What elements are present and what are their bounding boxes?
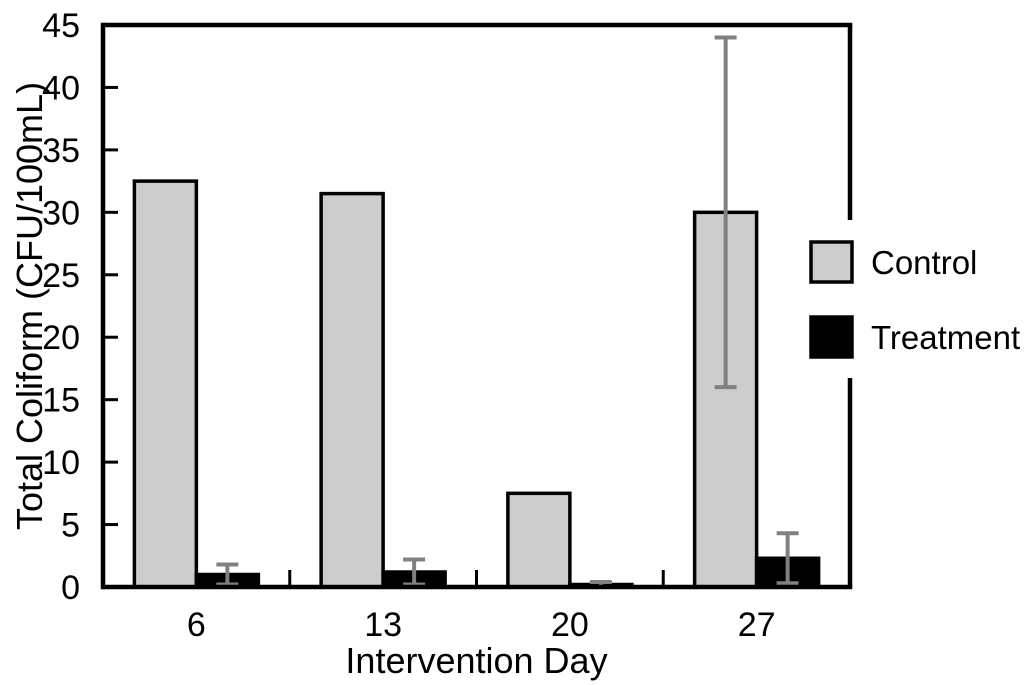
y-tick-label-35: 35	[42, 132, 80, 170]
y-tick-label-30: 30	[42, 194, 80, 232]
y-tick-label-15: 15	[42, 382, 80, 420]
y-tick-label-10: 10	[42, 444, 80, 482]
y-tick-label-25: 25	[42, 257, 80, 295]
legend-label-control: Control	[871, 244, 977, 281]
y-axis-title: Total Coliform (CFU/100mL)	[9, 82, 50, 530]
x-tick-label-6: 6	[187, 606, 206, 644]
x-tick-label-27: 27	[738, 606, 776, 644]
bar-control-day-13	[319, 191, 385, 589]
y-tick-label-20: 20	[42, 319, 80, 357]
x-tick-label-13: 13	[364, 606, 402, 644]
legend-label-treatment: Treatment	[871, 319, 1020, 356]
legend-swatch-control	[809, 240, 854, 284]
legend-swatch-treatment	[809, 315, 854, 359]
x-axis-title: Intervention Day	[345, 640, 607, 681]
x-tick-label-20: 20	[551, 606, 589, 644]
bar-control-day-6	[132, 179, 199, 589]
y-tick-label-0: 0	[61, 569, 80, 607]
y-tick-label-40: 40	[42, 69, 80, 107]
y-tick-label-5: 5	[61, 507, 80, 545]
bar-control-day-20	[506, 491, 572, 589]
y-tick-label-45: 45	[42, 7, 80, 45]
